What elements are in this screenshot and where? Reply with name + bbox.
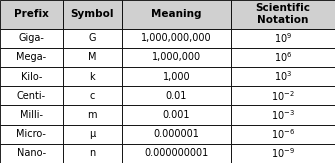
Text: Scientific
Notation: Scientific Notation (256, 3, 311, 25)
Text: $10^{-6}$: $10^{-6}$ (271, 127, 295, 141)
Bar (63, 48, 122, 67)
Text: $10^{-3}$: $10^{-3}$ (271, 108, 295, 122)
Text: k: k (89, 72, 95, 82)
Bar (122, 86, 231, 105)
Bar (0, 67, 63, 86)
Bar (231, 48, 335, 67)
Text: 1,000,000: 1,000,000 (152, 52, 201, 62)
Bar (122, 105, 231, 125)
Text: Nano-: Nano- (17, 148, 46, 158)
Bar (122, 48, 231, 67)
Text: Giga-: Giga- (18, 33, 44, 43)
Text: Milli-: Milli- (20, 110, 43, 120)
Text: Mega-: Mega- (16, 52, 47, 62)
Text: 1,000,000,000: 1,000,000,000 (141, 33, 212, 43)
Bar (63, 0, 122, 29)
Text: Prefix: Prefix (14, 9, 49, 19)
Text: Kilo-: Kilo- (21, 72, 42, 82)
Text: G: G (88, 33, 96, 43)
Text: $10^{-2}$: $10^{-2}$ (271, 89, 295, 103)
Text: c: c (89, 91, 95, 101)
Text: $10^{9}$: $10^{9}$ (274, 31, 292, 45)
Text: Meaning: Meaning (151, 9, 202, 19)
Bar (0, 29, 63, 48)
Bar (231, 144, 335, 163)
Bar (122, 67, 231, 86)
Bar (63, 125, 122, 144)
Text: M: M (88, 52, 96, 62)
Text: 0.001: 0.001 (163, 110, 190, 120)
Bar (0, 48, 63, 67)
Bar (231, 67, 335, 86)
Text: Centi-: Centi- (17, 91, 46, 101)
Bar (122, 144, 231, 163)
Text: 0.000000001: 0.000000001 (144, 148, 209, 158)
Text: 0.000001: 0.000001 (153, 129, 199, 139)
Text: 0.01: 0.01 (166, 91, 187, 101)
Bar (0, 125, 63, 144)
Bar (63, 29, 122, 48)
Text: $10^{6}$: $10^{6}$ (274, 50, 292, 64)
Bar (63, 144, 122, 163)
Bar (231, 125, 335, 144)
Bar (231, 86, 335, 105)
Text: Symbol: Symbol (70, 9, 114, 19)
Text: μ: μ (89, 129, 95, 139)
Text: $10^{3}$: $10^{3}$ (274, 70, 292, 83)
Bar (122, 29, 231, 48)
Bar (231, 0, 335, 29)
Bar (63, 67, 122, 86)
Bar (63, 86, 122, 105)
Bar (63, 105, 122, 125)
Text: $10^{-9}$: $10^{-9}$ (271, 147, 295, 160)
Text: n: n (89, 148, 95, 158)
Text: 1,000: 1,000 (163, 72, 190, 82)
Bar (0, 144, 63, 163)
Text: m: m (87, 110, 97, 120)
Bar (0, 105, 63, 125)
Bar (122, 125, 231, 144)
Bar (231, 29, 335, 48)
Bar (231, 105, 335, 125)
Bar (0, 86, 63, 105)
Bar (0, 0, 63, 29)
Text: Micro-: Micro- (16, 129, 46, 139)
Bar (122, 0, 231, 29)
